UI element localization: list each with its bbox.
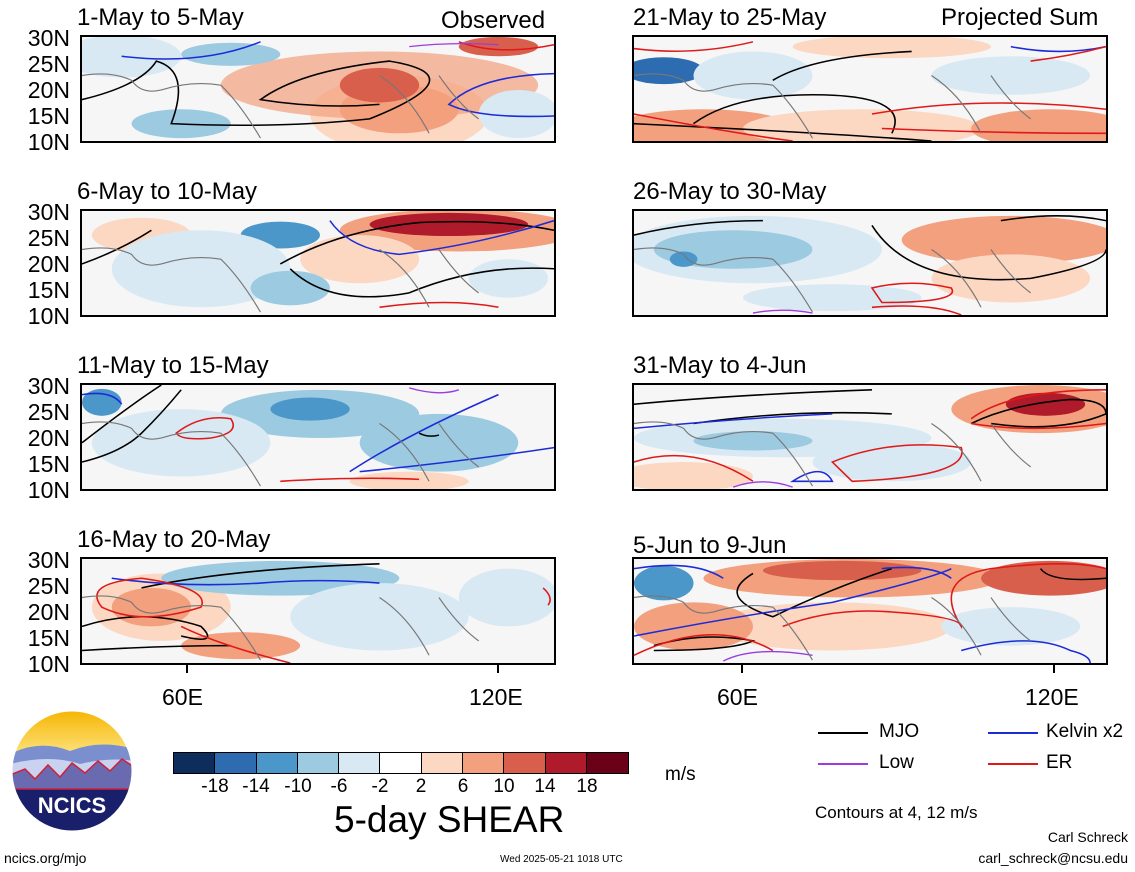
panel-title-left-3: 11-May to 15-May <box>77 352 269 379</box>
lat-label: 20N <box>27 77 70 103</box>
lat-label: 20N <box>27 251 70 277</box>
colorbar-swatch <box>174 753 216 773</box>
lat-label: 25N <box>27 573 70 599</box>
lon-label-left-120e: 120E <box>469 684 523 710</box>
author: Carl Schreck <box>1047 829 1128 845</box>
map-panel-right-1 <box>632 35 1108 143</box>
observed-label: Observed <box>441 7 546 34</box>
lon-label-left-60e: 60E <box>162 684 203 710</box>
colorbar-tick-label: 10 <box>493 776 515 797</box>
colorbar-title: 5-day SHEAR <box>334 799 565 840</box>
lat-label: 15N <box>27 277 70 303</box>
lat-label: 30N <box>27 373 70 399</box>
colorbar-swatch <box>463 753 505 773</box>
map-panel-right-2 <box>632 209 1108 317</box>
colorbar-swatch <box>297 753 340 773</box>
panel-title-right-4: 5-Jun to 9-Jun <box>633 532 787 559</box>
lat-label: 15N <box>27 451 70 477</box>
colorbar-tick-label: -10 <box>284 776 312 797</box>
legend-kelvin-label: Kelvin x2 <box>1046 721 1124 742</box>
lon-tick <box>497 665 499 673</box>
lon-tick <box>186 665 188 673</box>
colorbar-swatch <box>545 753 587 773</box>
colorbar-swatch <box>380 753 422 773</box>
lat-label: 30N <box>27 199 70 225</box>
ncics-logo: NCICS <box>10 709 134 833</box>
colorbar-swatch <box>586 753 629 773</box>
colorbar-tick-label: -6 <box>330 776 348 797</box>
lat-label: 10N <box>27 303 70 329</box>
colorbar-tick-label: -18 <box>201 776 229 797</box>
map-panel-right-4 <box>632 557 1108 665</box>
legend-low-label: Low <box>879 752 914 773</box>
legend-mjo-line <box>818 732 868 734</box>
contours-note: Contours at 4, 12 m/s <box>815 803 978 822</box>
colorbar-tick-label: 2 <box>415 776 427 797</box>
lon-label-right-120e: 120E <box>1025 684 1079 710</box>
legend-er-line <box>988 763 1038 765</box>
colorbar-units: m/s <box>665 764 696 785</box>
timestamp: Wed 2025-05-21 1018 UTC <box>500 854 623 865</box>
lon-label-right-60e: 60E <box>717 684 758 710</box>
colorbar-swatch <box>339 753 381 773</box>
colorbar-swatch <box>256 753 298 773</box>
projected-sum-label: Projected Sum <box>941 4 1099 31</box>
colorbar-tick-label: 14 <box>534 776 556 797</box>
author-email[interactable]: carl_schreck@ncsu.edu <box>978 850 1128 866</box>
lat-label: 10N <box>27 129 70 155</box>
panel-title-right-2: 26-May to 30-May <box>633 178 827 205</box>
legend-kelvin-line <box>988 732 1038 734</box>
colorbar-tick-label: -14 <box>242 776 270 797</box>
colorbar-tick-label: -2 <box>371 776 389 797</box>
lat-label: 20N <box>27 425 70 451</box>
colorbar <box>173 752 630 774</box>
colorbar-tick-label: 18 <box>576 776 598 797</box>
panel-title-right-3: 31-May to 4-Jun <box>633 352 807 379</box>
map-panel-left-3 <box>80 383 556 491</box>
lat-label: 25N <box>27 399 70 425</box>
panel-title-left-1: 1-May to 5-May <box>77 4 244 31</box>
lat-label: 10N <box>27 477 70 503</box>
lon-tick <box>741 665 743 673</box>
colorbar-swatch <box>504 753 546 773</box>
lat-label: 25N <box>27 225 70 251</box>
lat-label: 10N <box>27 651 70 677</box>
lat-label: 20N <box>27 599 70 625</box>
panel-title-left-2: 6-May to 10-May <box>77 178 258 205</box>
map-panel-right-3 <box>632 383 1108 491</box>
lat-label: 30N <box>27 547 70 573</box>
panel-title-right-1: 21-May to 25-May <box>633 4 827 31</box>
lat-label: 30N <box>27 25 70 51</box>
legend-er-label: ER <box>1046 752 1073 773</box>
ncics-logo-text: NCICS <box>38 793 106 818</box>
colorbar-swatch <box>215 753 257 773</box>
legend-mjo-label: MJO <box>879 721 920 742</box>
legend-low-line <box>818 763 868 765</box>
lat-label: 15N <box>27 103 70 129</box>
site-link[interactable]: ncics.org/mjo <box>4 850 87 866</box>
map-panel-left-1 <box>80 35 556 143</box>
panel-title-left-4: 16-May to 20-May <box>77 526 271 553</box>
map-panel-left-2 <box>80 209 556 317</box>
map-panel-left-4 <box>80 557 556 665</box>
colorbar-swatch <box>421 753 464 773</box>
colorbar-tick-label: 6 <box>457 776 469 797</box>
lat-label: 15N <box>27 625 70 651</box>
lat-label: 25N <box>27 51 70 77</box>
lon-tick <box>1053 665 1055 673</box>
